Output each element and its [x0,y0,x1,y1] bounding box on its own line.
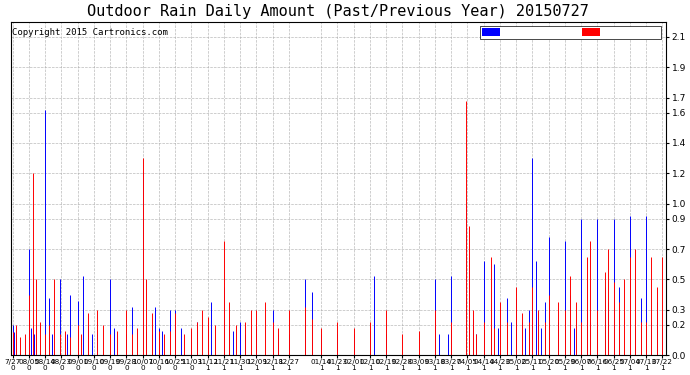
Legend: Previous (Inches), Past (Inches): Previous (Inches), Past (Inches) [480,26,662,39]
Text: Copyright 2015 Cartronics.com: Copyright 2015 Cartronics.com [12,28,168,38]
Title: Outdoor Rain Daily Amount (Past/Previous Year) 20150727: Outdoor Rain Daily Amount (Past/Previous… [88,4,589,19]
